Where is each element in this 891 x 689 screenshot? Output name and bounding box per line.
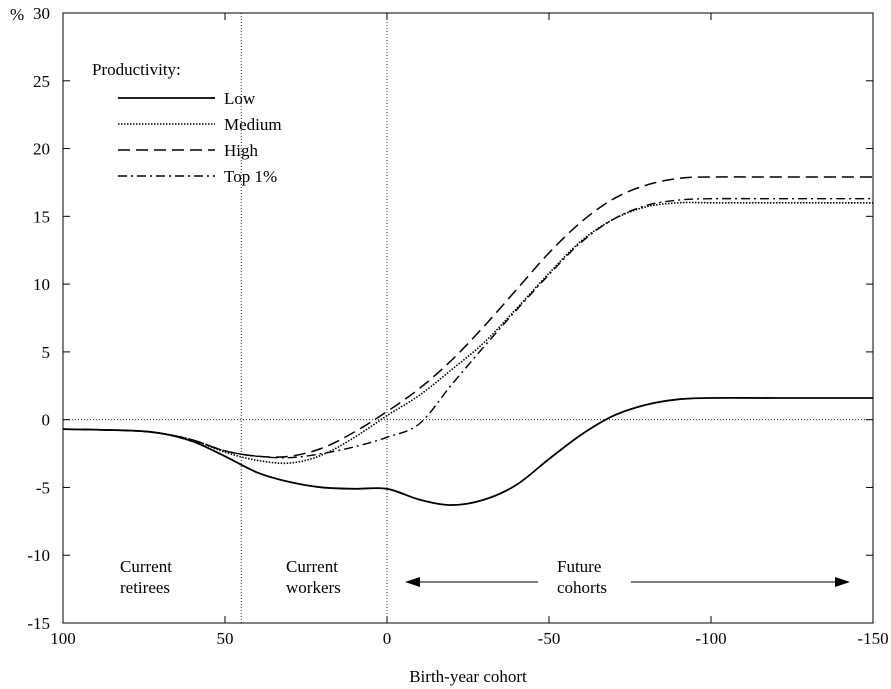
y-tick-label: 10 [33,275,50,294]
y-tick-label: 15 [33,207,50,226]
series-line-top-1 [62,197,873,459]
annotation-future-cohorts-line1: Future [557,557,601,576]
series-lines [62,176,873,506]
legend-label: Top 1% [224,167,277,186]
y-tick-label: -10 [27,546,50,565]
right-arrowhead-icon [835,577,850,587]
x-tick-label: -100 [695,629,726,648]
x-axis-title: Birth-year cohort [409,667,527,686]
y-tick-label: 0 [42,411,51,430]
x-tick-label: -150 [857,629,888,648]
y-tick-label: 25 [33,72,50,91]
legend-label: High [224,141,259,160]
series-line-high [62,176,873,458]
y-tick-label: -5 [36,478,50,497]
annotation-future-cohorts-line2: cohorts [557,578,607,597]
annotation-current-retirees: Current retirees [120,557,172,597]
y-tick-label: -15 [27,614,50,633]
x-tick-label: -50 [538,629,561,648]
x-axis: 100 50 0 -50 -100 -150 [50,13,889,648]
legend-label: Low [224,89,256,108]
annotation-current-workers: Current workers [286,557,341,597]
y-axis: -15 -10 -5 0 5 10 15 20 25 30 [27,4,873,633]
series-line-medium [62,201,873,465]
annotation-current-retirees-line1: Current [120,557,172,576]
legend-title: Productivity: [92,60,181,79]
annotation-current-workers-line1: Current [286,557,338,576]
plot-frame [62,12,874,624]
x-tick-label: 0 [383,629,392,648]
annotation-future-cohorts: Future cohorts [405,557,850,597]
x-tick-label: 100 [50,629,76,648]
y-unit-label: % [10,5,24,24]
legend-label: Medium [224,115,282,134]
y-tick-label: 5 [42,343,51,362]
left-arrowhead-icon [405,577,420,587]
x-tick-label: 50 [217,629,234,648]
annotation-current-workers-line2: workers [286,578,341,597]
y-tick-label: 30 [33,4,50,23]
series-line-low [62,396,873,506]
legend: Productivity: Low Medium High Top 1% [92,60,282,186]
legend-entries: Low Medium High Top 1% [118,89,282,186]
y-tick-label: 20 [33,140,50,159]
reference-lines [63,13,873,623]
annotation-current-retirees-line2: retirees [120,578,170,597]
